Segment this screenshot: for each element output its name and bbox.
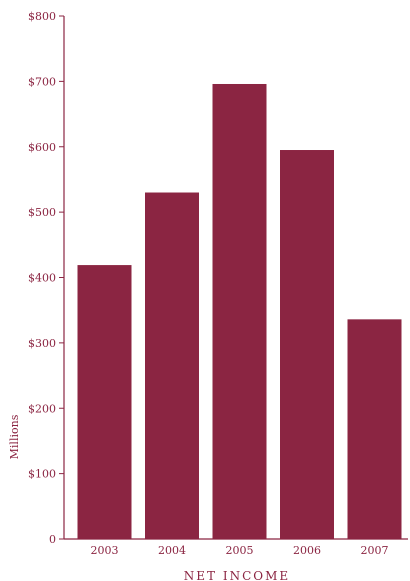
y-tick-label: $500 [28, 206, 56, 219]
y-tick-label: $300 [28, 337, 56, 350]
y-tick-label: $100 [28, 468, 56, 481]
y-axis-title: Millions [8, 414, 21, 459]
y-tick-label: $200 [28, 402, 56, 415]
x-tick-label: 2003 [91, 544, 119, 557]
y-tick-label: $700 [28, 75, 56, 88]
x-tick-label: 2005 [226, 544, 254, 557]
chart-caption: NET INCOME [184, 569, 290, 581]
x-tick-label: 2006 [293, 544, 321, 557]
y-tick-label: $800 [28, 10, 56, 23]
x-tick-label: 2007 [361, 544, 389, 557]
bar-2003 [77, 265, 132, 539]
bar-2005 [212, 83, 267, 540]
y-ticks-group: 0 $100 $200 $300 $400 $500 $600 $700 $800 [28, 10, 64, 546]
y-tick-label: $400 [28, 272, 56, 285]
bar-2007 [347, 319, 402, 539]
x-tick-labels-group: 2003 2004 2005 2006 2007 [91, 544, 389, 557]
bars-group [77, 83, 402, 540]
bar-2006 [280, 150, 334, 540]
bar-2004 [145, 192, 199, 539]
x-tick-label: 2004 [158, 544, 186, 557]
y-tick-label: 0 [49, 533, 56, 546]
y-tick-label: $600 [28, 141, 56, 154]
